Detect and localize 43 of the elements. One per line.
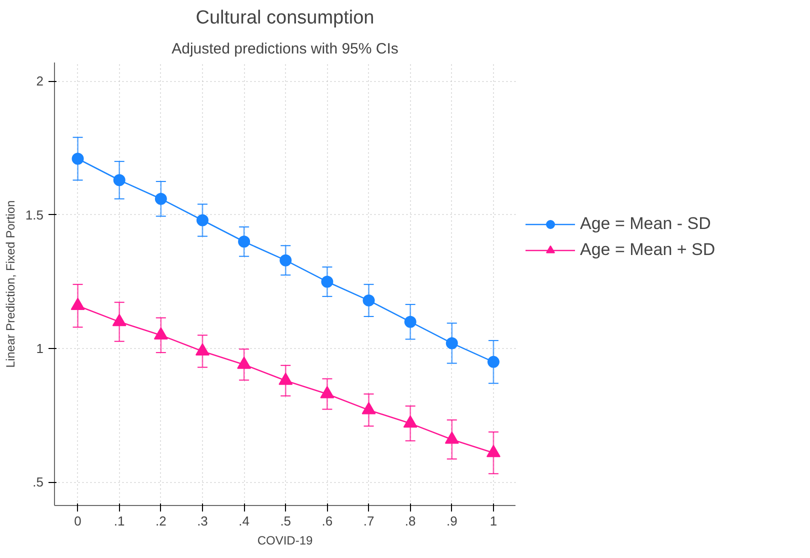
x-tick-label: 1 (490, 514, 498, 528)
x-tick-label: .4 (238, 514, 250, 528)
chart-title: Cultural consumption (196, 8, 374, 28)
point (486, 444, 500, 458)
y-tick-label: .5 (32, 474, 44, 490)
point (278, 372, 293, 385)
chart-subtitle: Adjusted predictions with 95% CIs (172, 40, 398, 58)
point (195, 343, 210, 356)
point (446, 337, 458, 350)
y-tick-label: 1 (36, 341, 44, 356)
x-tick-label: .8 (404, 514, 416, 528)
point (403, 415, 418, 428)
x-axis-title: COVID-19 (257, 534, 313, 548)
point (404, 316, 416, 328)
point (444, 431, 459, 444)
point (154, 327, 168, 340)
point (237, 356, 252, 369)
x-tick-label: .9 (446, 514, 458, 528)
x-tick-label: .3 (197, 514, 208, 528)
legend-label: Age = Mean - SD (580, 214, 711, 234)
point (154, 192, 167, 205)
point (72, 152, 84, 165)
point (320, 386, 334, 398)
x-tick-label: .1 (114, 514, 125, 528)
point (487, 356, 500, 368)
y-tick-label: 2 (36, 74, 44, 89)
y-axis-title: Linear Prediction, Fixed Portion (3, 200, 18, 368)
y-tick-label: 1.5 (25, 207, 44, 222)
point (196, 214, 208, 226)
x-tick-label: .7 (363, 514, 374, 528)
point (113, 174, 126, 186)
x-tick-label: 0 (74, 514, 82, 528)
point (112, 314, 126, 326)
legend-label: Age = Mean + SD (580, 240, 716, 260)
point (238, 236, 250, 248)
point (362, 402, 376, 414)
point (70, 298, 85, 310)
point (280, 254, 292, 266)
x-tick-label: .2 (155, 514, 166, 528)
x-tick-label: .5 (280, 514, 292, 528)
point (321, 276, 334, 288)
point (362, 294, 375, 306)
x-tick-label: .6 (322, 514, 333, 528)
